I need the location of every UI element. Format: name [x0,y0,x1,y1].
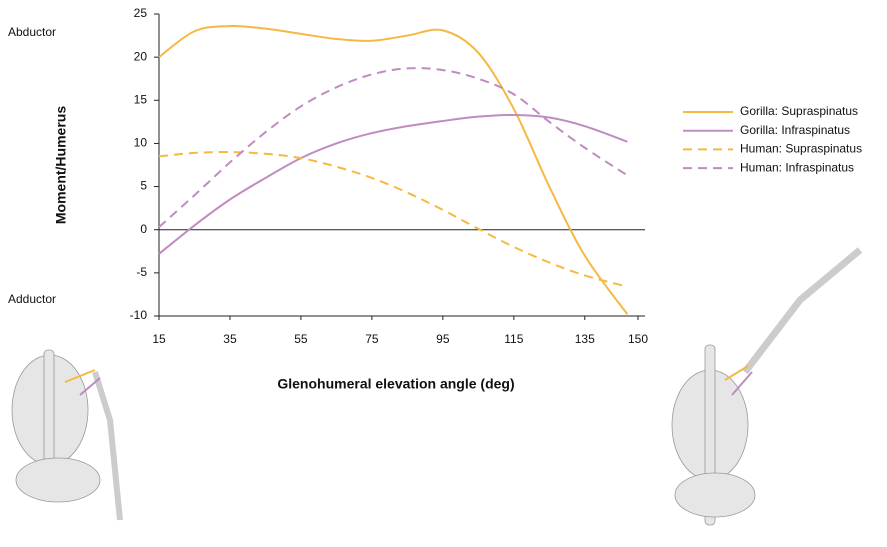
skeleton-illustration-right [671,247,863,526]
series-line [158,67,628,228]
annotation: Adductor [8,292,56,306]
series-line [158,113,628,255]
skeleton-illustration-left [11,349,123,521]
x-tick-label: 150 [628,332,648,346]
x-tick-label: 135 [575,332,595,346]
legend-label: Human: Supraspinatus [740,142,862,156]
y-tick-label: 0 [140,222,147,236]
x-tick-label: 75 [365,332,379,346]
y-tick-label: -5 [136,265,147,279]
x-axis-label: Glenohumeral elevation angle (deg) [277,376,514,392]
annotation: Abductor [8,25,56,39]
x-tick-label: 115 [504,332,523,346]
x-tick-label: 15 [152,332,166,346]
y-tick-label: 10 [134,136,148,150]
x-tick-label: 55 [294,332,308,346]
series-line [158,25,629,315]
y-tick-label: 20 [134,49,148,63]
y-tick-label: 15 [134,92,148,106]
y-axis-label: Moment/Humerus [53,106,69,224]
x-tick-label: 95 [436,332,450,346]
legend-label: Human: Infraspinatus [740,160,854,174]
legend-label: Gorilla: Supraspinatus [740,104,858,118]
x-tick-label: 35 [223,332,237,346]
y-tick-label: 25 [134,6,148,20]
legend-label: Gorilla: Infraspinatus [740,123,850,137]
y-tick-label: 5 [140,179,147,193]
y-tick-label: -10 [130,308,148,322]
series-line [158,151,628,288]
